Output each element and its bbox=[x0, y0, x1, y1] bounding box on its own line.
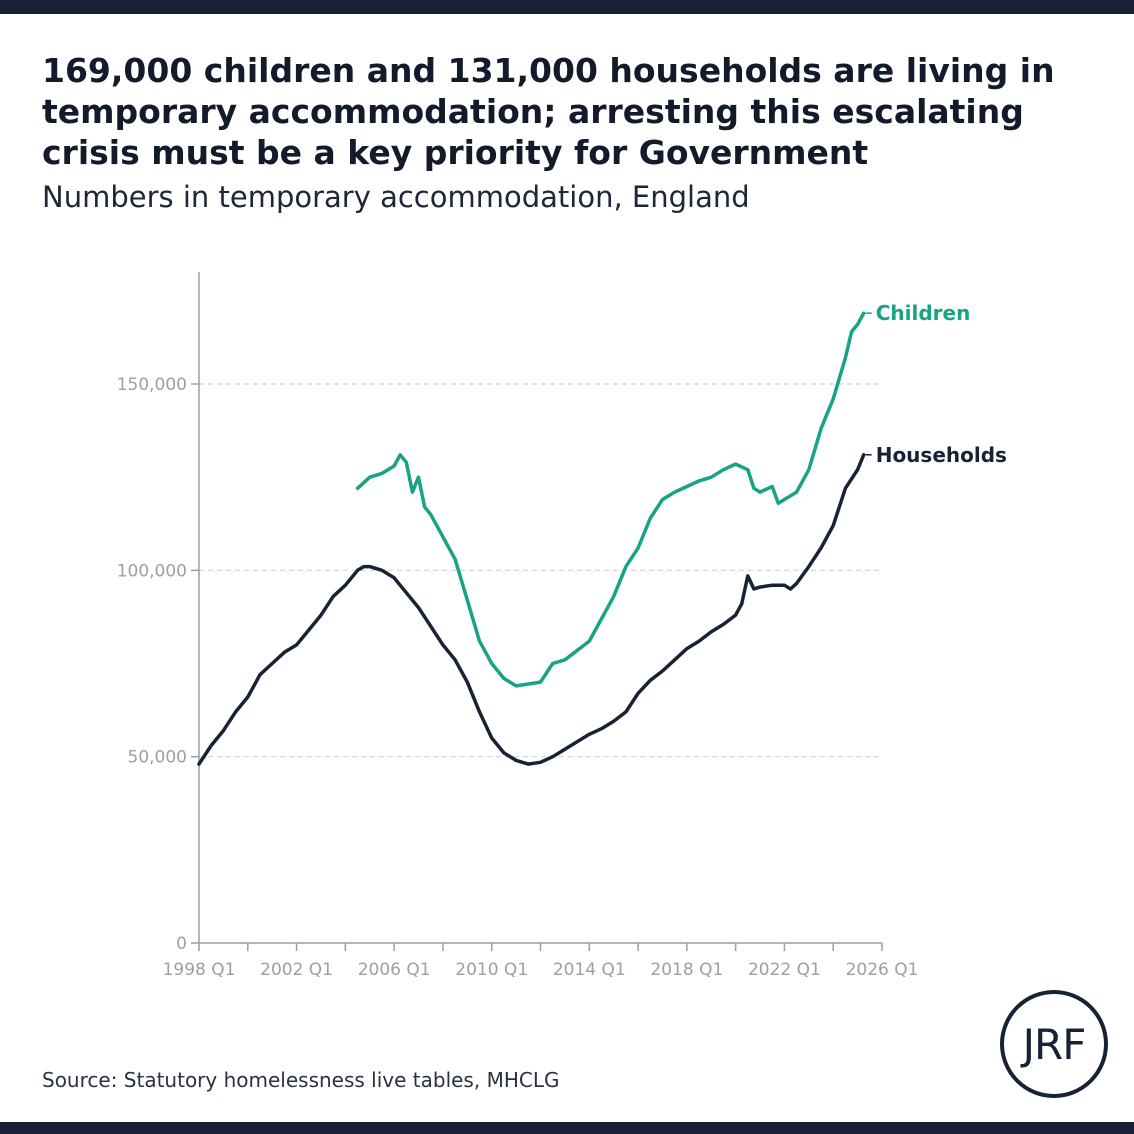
y-tick-label: 100,000 bbox=[117, 561, 187, 581]
jrf-logo: JRF bbox=[1000, 990, 1108, 1098]
x-tick-label: 2022 Q1 bbox=[748, 960, 821, 980]
series-line-households bbox=[197, 453, 866, 766]
series-labels: Households Children bbox=[865, 301, 1007, 467]
x-tick-label: 2006 Q1 bbox=[358, 960, 431, 980]
bottom-brand-bar bbox=[0, 1122, 1134, 1134]
x-tick-label: 2010 Q1 bbox=[455, 960, 528, 980]
x-tick-label: 2018 Q1 bbox=[650, 960, 723, 980]
y-tick-label: 0 bbox=[176, 934, 187, 954]
y-tick-label: 150,000 bbox=[117, 375, 187, 395]
logo-text: JRF bbox=[1022, 1019, 1087, 1069]
chart-title: 169,000 children and 131,000 households … bbox=[42, 51, 1055, 172]
x-tick-label: 2002 Q1 bbox=[260, 960, 333, 980]
axes bbox=[198, 272, 882, 944]
series-lines bbox=[197, 311, 866, 766]
x-tick-label: 1998 Q1 bbox=[163, 960, 236, 980]
source-note: Source: Statutory homelessness live tabl… bbox=[42, 1068, 560, 1092]
series-line-children bbox=[355, 311, 866, 688]
chart-subtitle: Numbers in temporary accommodation, Engl… bbox=[42, 180, 750, 214]
grid-lines bbox=[199, 383, 882, 758]
x-tick-label: 2026 Q1 bbox=[846, 960, 919, 980]
top-brand-bar bbox=[0, 0, 1134, 14]
series-label-children: Children bbox=[876, 301, 971, 325]
y-tick-label: 50,000 bbox=[128, 748, 187, 768]
x-axis-ticks: 1998 Q1 2002 Q1 2006 Q1 2010 Q1 2014 Q1 2018 … bbox=[163, 943, 919, 980]
series-label-households: Households bbox=[876, 443, 1007, 467]
y-axis-ticks: 0 50,000 100,000 150,000 bbox=[117, 375, 199, 954]
x-tick-label: 2014 Q1 bbox=[553, 960, 626, 980]
